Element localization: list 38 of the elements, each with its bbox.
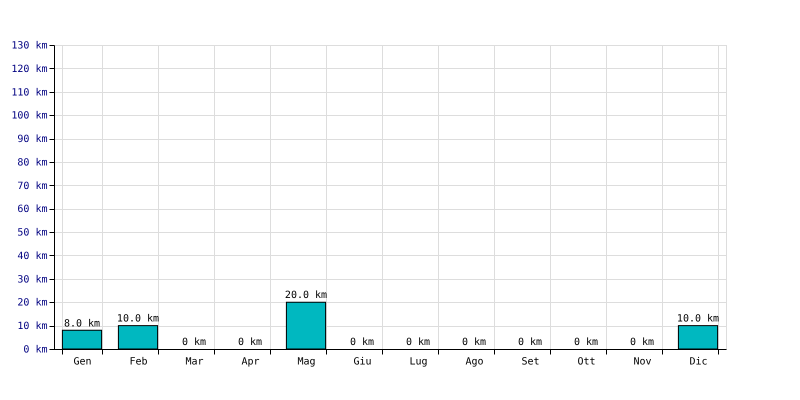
y-tick-label: 50 km [17,228,48,239]
data-label: 0 km [630,337,654,348]
data-label: 10.0 km [676,314,720,325]
y-tick-label: 100 km [11,110,48,122]
y-tick-label: 70 km [17,180,48,192]
x-tick-label: Dic [689,356,708,368]
data-label: 0 km [238,337,262,348]
x-tick-label: Mag [297,356,316,368]
x-tick-label: Gen [73,356,92,368]
y-tick-label: 40 km [17,250,48,262]
y-tick-label: 90 km [17,134,48,146]
x-tick-label: Ott [577,356,596,368]
data-label: 0 km [350,337,374,348]
x-tick-label: Nov [633,356,652,368]
data-label: 0 km [182,337,206,348]
y-tick-label: 80 km [17,157,48,168]
y-tick-label: 130 km [11,40,48,52]
data-label: 0 km [462,337,486,348]
y-tick-label: 120 km [11,64,48,75]
x-tick-label: Set [521,356,540,368]
x-tick-label: Lug [409,356,428,368]
data-label: 0 km [574,337,598,348]
y-tick-label: 60 km [17,204,48,216]
y-tick-label: 20 km [17,298,48,309]
y-tick-label: 10 km [17,321,48,332]
x-tick-label: Giu [353,356,372,368]
x-tick-label: Feb [129,356,148,368]
data-label: 8.0 km [64,318,100,330]
x-tick-label: Apr [241,356,260,368]
y-tick-label: 0 km [23,344,48,356]
data-label: 0 km [518,337,542,348]
y-tick-label: 30 km [17,274,48,286]
data-label: 10.0 km [116,314,160,325]
x-tick-label: Mar [185,356,204,368]
data-label: 20.0 km [284,290,328,302]
y-tick-label: 110 km [11,87,48,98]
data-label: 0 km [406,337,430,348]
x-tick-label: Ago [465,356,484,368]
